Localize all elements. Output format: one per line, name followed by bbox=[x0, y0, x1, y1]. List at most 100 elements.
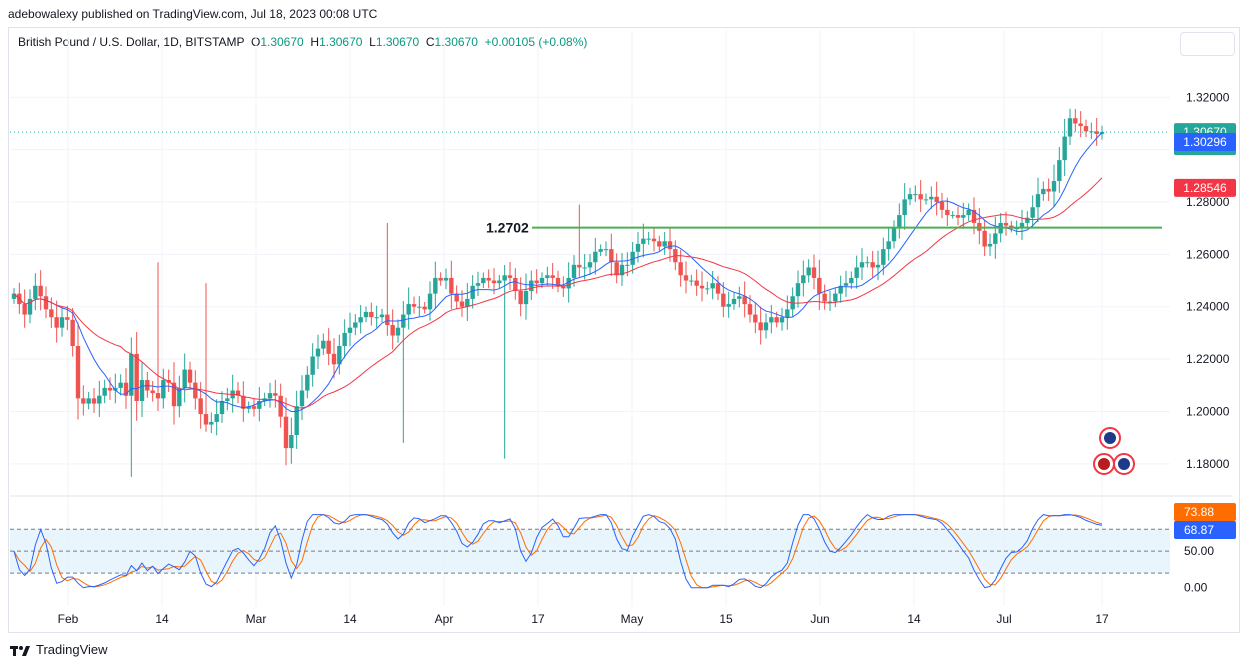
chart-toolbar-button[interactable] bbox=[1180, 32, 1235, 56]
candle-85 bbox=[465, 283, 470, 321]
candle-113 bbox=[614, 253, 619, 284]
candle-body-201 bbox=[1083, 126, 1089, 132]
stoch-d-tag: 73.88 bbox=[1174, 503, 1236, 521]
candle-98 bbox=[534, 269, 539, 294]
candle-21 bbox=[123, 368, 129, 409]
candle-123 bbox=[667, 227, 673, 262]
candle-5 bbox=[38, 270, 43, 311]
candle-74 bbox=[406, 287, 411, 330]
candle-81 bbox=[443, 268, 449, 290]
candle-58 bbox=[321, 333, 326, 356]
candle-body-20 bbox=[118, 382, 123, 388]
candle-52 bbox=[289, 417, 294, 464]
candle-12 bbox=[75, 322, 81, 420]
candle-body-113 bbox=[614, 262, 619, 276]
candle-body-109 bbox=[593, 251, 598, 263]
low-value: 1.30670 bbox=[375, 35, 420, 49]
candle-body-129 bbox=[699, 285, 705, 289]
candle-65 bbox=[358, 305, 363, 334]
candle-body-177 bbox=[955, 215, 961, 218]
stoch-k-tag-text: 68.87 bbox=[1184, 523, 1214, 537]
candle-body-18 bbox=[107, 387, 113, 391]
close-label: C bbox=[425, 35, 435, 49]
candle-93 bbox=[507, 262, 513, 290]
candle-body-106 bbox=[577, 264, 582, 268]
candle-111 bbox=[603, 241, 609, 257]
candle-42 bbox=[235, 382, 241, 404]
candle-body-7 bbox=[49, 309, 54, 318]
candle-body-100 bbox=[545, 275, 550, 278]
candle-body-140 bbox=[758, 322, 763, 331]
price-tick-label-5: 1.22000 bbox=[1186, 352, 1230, 366]
candle-27 bbox=[155, 262, 161, 412]
candle-161 bbox=[870, 251, 875, 278]
candle-170 bbox=[918, 180, 923, 213]
candle-body-83 bbox=[454, 293, 459, 302]
candle-43 bbox=[241, 381, 246, 422]
candle-145 bbox=[785, 295, 790, 330]
candle-body-78 bbox=[427, 293, 433, 310]
candle-body-127 bbox=[689, 280, 694, 282]
candle-body-156 bbox=[843, 283, 849, 286]
candle-body-160 bbox=[865, 262, 870, 264]
candle-158 bbox=[854, 255, 859, 289]
candle-132 bbox=[715, 276, 721, 300]
candle-116 bbox=[630, 241, 635, 274]
candle-82 bbox=[449, 260, 454, 310]
candle-83 bbox=[454, 285, 459, 309]
candle-body-65 bbox=[358, 317, 363, 323]
candle-body-30 bbox=[171, 382, 177, 407]
candle-body-136 bbox=[737, 296, 742, 299]
candle-157 bbox=[849, 271, 854, 289]
price-chart[interactable]: 1.2702 1.320001.300001.280001.260001.240… bbox=[0, 0, 1250, 640]
candle-175 bbox=[945, 197, 950, 227]
candle-26 bbox=[150, 381, 155, 402]
candle-69 bbox=[379, 308, 385, 323]
candle-162 bbox=[875, 250, 881, 281]
price-tick-label-7: 1.18000 bbox=[1186, 457, 1230, 471]
stoch-k-line bbox=[13, 513, 1103, 589]
candle-body-91 bbox=[497, 280, 502, 284]
candle-body-27 bbox=[155, 393, 161, 399]
candle-70 bbox=[385, 222, 390, 336]
candle-body-5 bbox=[38, 285, 43, 297]
candle-body-163 bbox=[881, 249, 886, 265]
candle-body-131 bbox=[710, 283, 715, 289]
candle-203 bbox=[1094, 118, 1099, 146]
time-tick-label-11: 17 bbox=[1095, 612, 1109, 626]
candle-152 bbox=[822, 284, 827, 310]
price-tick-label-3: 1.26000 bbox=[1186, 247, 1230, 261]
candle-33 bbox=[187, 361, 193, 390]
candle-141 bbox=[763, 313, 769, 339]
candle-body-184 bbox=[993, 233, 998, 244]
tradingview-logo-icon bbox=[10, 645, 30, 656]
candle-body-173 bbox=[934, 196, 939, 202]
candle-body-172 bbox=[929, 196, 934, 200]
candle-body-144 bbox=[779, 317, 785, 323]
candle-144 bbox=[779, 307, 785, 331]
candle-body-118 bbox=[641, 238, 646, 244]
candle-60 bbox=[331, 338, 337, 379]
candle-139 bbox=[753, 302, 758, 334]
candle-body-62 bbox=[342, 332, 347, 346]
candle-body-202 bbox=[1089, 131, 1094, 133]
candle-body-154 bbox=[833, 293, 838, 302]
candle-3 bbox=[27, 289, 33, 324]
candle-body-48 bbox=[267, 393, 273, 399]
candle-body-75 bbox=[411, 304, 417, 307]
candle-155 bbox=[838, 275, 843, 303]
footer-brand[interactable]: TradingView bbox=[10, 642, 108, 657]
candle-19 bbox=[113, 373, 118, 404]
candle-99 bbox=[539, 272, 545, 289]
us-flag-inner-icon bbox=[1098, 458, 1110, 470]
candle-201 bbox=[1083, 119, 1089, 138]
candle-body-111 bbox=[603, 249, 609, 251]
candle-body-51 bbox=[283, 416, 289, 449]
candle-172 bbox=[929, 186, 934, 209]
candle-body-147 bbox=[795, 283, 801, 297]
candle-body-196 bbox=[1057, 160, 1062, 182]
candle-body-57 bbox=[315, 348, 321, 357]
candle-body-108 bbox=[587, 262, 593, 268]
candle-body-56 bbox=[310, 356, 315, 375]
candle-body-64 bbox=[353, 322, 358, 328]
